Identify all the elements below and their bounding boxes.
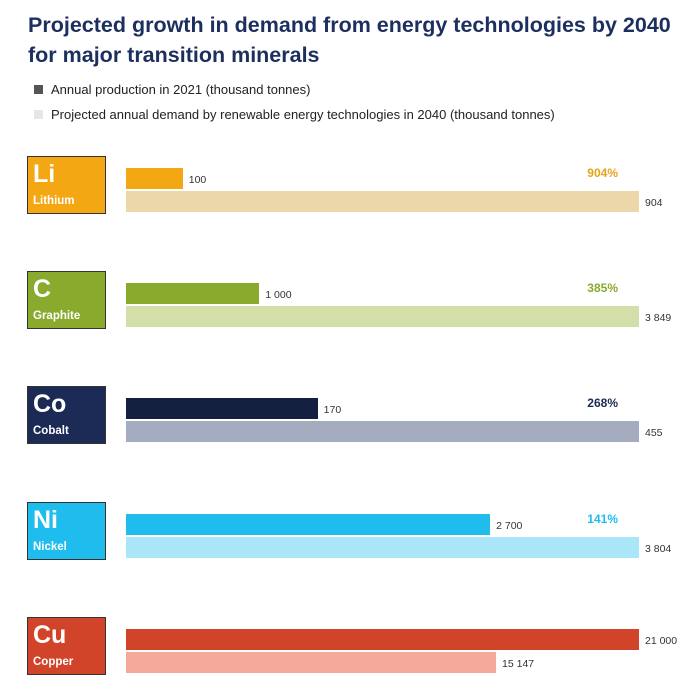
growth-percent-copper: 72% — [593, 627, 618, 641]
growth-percent-cobalt: 268% — [587, 396, 618, 410]
element-symbol: C — [33, 275, 52, 303]
value-label-production-cobalt: 170 — [323, 404, 342, 416]
bar-demand-nickel — [126, 537, 639, 558]
element-tile-nickel: Ni Nickel — [27, 502, 106, 560]
growth-percent-graphite: 385% — [587, 281, 618, 295]
element-name: Cobalt — [33, 425, 69, 437]
bar-demand-lithium — [126, 191, 639, 212]
bar-demand-cobalt — [126, 421, 639, 442]
growth-percent-lithium: 904% — [587, 166, 618, 180]
value-label-demand-graphite: 3 849 — [645, 312, 672, 324]
bar-demand-graphite — [126, 306, 639, 327]
element-symbol: Ni — [33, 506, 58, 534]
growth-percent-nickel: 141% — [587, 512, 618, 526]
legend-label-production: Annual production in 2021 (thousand tonn… — [51, 82, 311, 97]
legend-swatch-demand — [34, 110, 43, 119]
bar-production-graphite — [126, 283, 260, 304]
value-label-production-copper: 21 000 — [645, 635, 678, 647]
legend-item-production: Annual production in 2021 (thousand tonn… — [34, 82, 310, 97]
bar-production-copper — [126, 629, 639, 650]
value-label-production-graphite: 1 000 — [265, 289, 292, 301]
value-label-production-lithium: 100 — [188, 174, 207, 186]
element-symbol: Cu — [33, 621, 67, 649]
element-name: Copper — [33, 656, 74, 668]
element-tile-lithium: Li Lithium — [27, 156, 106, 214]
element-symbol: Co — [33, 390, 67, 418]
bar-production-lithium — [126, 168, 183, 189]
bar-demand-copper — [126, 652, 497, 673]
element-tile-graphite: C Graphite — [27, 271, 106, 329]
value-label-demand-lithium: 904 — [645, 197, 663, 209]
value-label-demand-copper: 15 147 — [502, 658, 535, 670]
legend-swatch-production — [34, 85, 43, 94]
bar-production-nickel — [126, 514, 491, 535]
element-name: Graphite — [33, 310, 81, 322]
element-tile-cobalt: Co Cobalt — [27, 386, 106, 444]
chart-title: Projected growth in demand from energy t… — [28, 13, 671, 67]
legend-label-demand: Projected annual demand by renewable ene… — [51, 107, 555, 122]
legend-item-demand: Projected annual demand by renewable ene… — [34, 107, 555, 122]
element-symbol: Li — [33, 160, 56, 188]
value-label-demand-cobalt: 455 — [645, 427, 663, 439]
value-label-demand-nickel: 3 804 — [645, 543, 672, 555]
bar-production-cobalt — [126, 398, 318, 419]
element-name: Nickel — [33, 541, 67, 553]
element-tile-copper: Cu Copper — [27, 617, 106, 675]
value-label-production-nickel: 2 700 — [496, 520, 523, 532]
element-name: Lithium — [33, 195, 75, 207]
